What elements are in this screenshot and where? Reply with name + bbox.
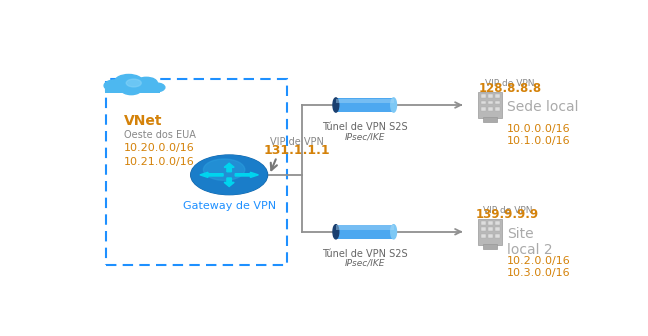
Bar — [488, 100, 493, 104]
FancyArrow shape — [235, 172, 259, 177]
Text: Gateway de VPN: Gateway de VPN — [183, 201, 275, 211]
Text: 10.2.0.0/16: 10.2.0.0/16 — [507, 256, 571, 266]
Text: Site
local 2: Site local 2 — [507, 226, 553, 257]
Bar — [481, 234, 486, 238]
Bar — [488, 227, 493, 231]
Text: IPsec/IKE: IPsec/IKE — [345, 259, 385, 268]
Bar — [336, 225, 393, 239]
Text: Oeste dos EUA: Oeste dos EUA — [124, 130, 196, 140]
FancyArrow shape — [224, 163, 234, 172]
Text: Túnel de VPN S2S: Túnel de VPN S2S — [322, 122, 408, 132]
Circle shape — [203, 159, 245, 180]
Text: VNet: VNet — [124, 114, 162, 128]
Text: 10.1.0.0/16: 10.1.0.0/16 — [507, 136, 570, 146]
Bar — [488, 107, 493, 111]
Ellipse shape — [333, 98, 339, 112]
Circle shape — [104, 80, 126, 91]
Ellipse shape — [391, 225, 397, 239]
Bar — [495, 94, 500, 98]
Ellipse shape — [391, 98, 397, 112]
Bar — [336, 98, 393, 103]
Text: Túnel de VPN S2S: Túnel de VPN S2S — [322, 249, 408, 259]
Text: 131.1.1.1: 131.1.1.1 — [264, 144, 330, 157]
Text: IPsec/IKE: IPsec/IKE — [345, 132, 385, 141]
Bar — [495, 234, 500, 238]
Circle shape — [126, 79, 141, 87]
Bar — [481, 100, 486, 104]
Text: VIP de VPN: VIP de VPN — [270, 137, 324, 147]
Bar — [495, 107, 500, 111]
Bar — [481, 220, 486, 224]
Text: 10.3.0.0/16: 10.3.0.0/16 — [507, 268, 570, 278]
Bar — [483, 117, 497, 122]
Bar — [495, 220, 500, 224]
FancyArrow shape — [224, 178, 234, 186]
Bar — [488, 94, 493, 98]
Bar — [495, 100, 500, 104]
FancyArrow shape — [200, 172, 223, 177]
Text: 10.0.0.0/16: 10.0.0.0/16 — [507, 124, 570, 134]
Text: 139.9.9.9: 139.9.9.9 — [476, 208, 539, 221]
Circle shape — [135, 77, 157, 89]
Text: 10.20.0.0/16: 10.20.0.0/16 — [124, 143, 194, 153]
Text: 128.8.8.8: 128.8.8.8 — [478, 82, 542, 95]
Bar — [481, 94, 486, 98]
Text: VIP de VPN: VIP de VPN — [485, 79, 535, 88]
Bar — [336, 225, 393, 229]
Text: VIP de VPN: VIP de VPN — [483, 206, 532, 215]
Bar — [478, 92, 502, 118]
Ellipse shape — [333, 225, 339, 239]
Bar — [495, 227, 500, 231]
Bar — [488, 234, 493, 238]
Circle shape — [115, 75, 143, 89]
Text: 10.21.0.0/16: 10.21.0.0/16 — [124, 157, 194, 167]
Bar — [481, 107, 486, 111]
Circle shape — [148, 83, 165, 92]
Bar — [478, 219, 502, 245]
Bar — [106, 79, 287, 265]
Circle shape — [191, 155, 268, 195]
Bar — [483, 244, 497, 249]
Bar — [336, 98, 393, 112]
Circle shape — [121, 84, 141, 95]
Bar — [488, 220, 493, 224]
Text: Sede local: Sede local — [507, 100, 579, 114]
Bar — [481, 227, 486, 231]
Bar — [105, 84, 160, 93]
Circle shape — [192, 156, 267, 194]
